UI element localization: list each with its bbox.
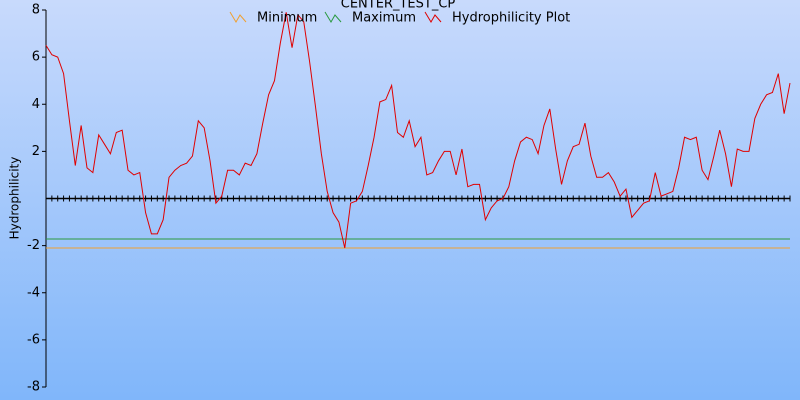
y-axis-label: Hydrophilicity	[8, 157, 22, 240]
legend-label: Minimum	[257, 11, 317, 26]
legend-icon	[424, 11, 442, 23]
legend-icon	[324, 11, 342, 23]
y-tick-label: 6	[32, 50, 40, 65]
legend-icon	[229, 11, 247, 23]
data-line	[45, 12, 791, 249]
legend-label: Hydrophilicity Plot	[452, 11, 570, 26]
y-tick-label: 2	[32, 144, 40, 159]
y-tick-label: -4	[27, 285, 40, 300]
y-tick-label: -6	[27, 332, 40, 347]
chart-title: CENTER_TEST_CP	[341, 0, 456, 12]
y-tick-label: -2	[27, 238, 40, 253]
y-tick-label: 8	[32, 3, 40, 18]
y-tick-label: 4	[32, 97, 40, 112]
legend-label: Maximum	[352, 11, 416, 26]
y-tick-label: -8	[27, 380, 40, 395]
